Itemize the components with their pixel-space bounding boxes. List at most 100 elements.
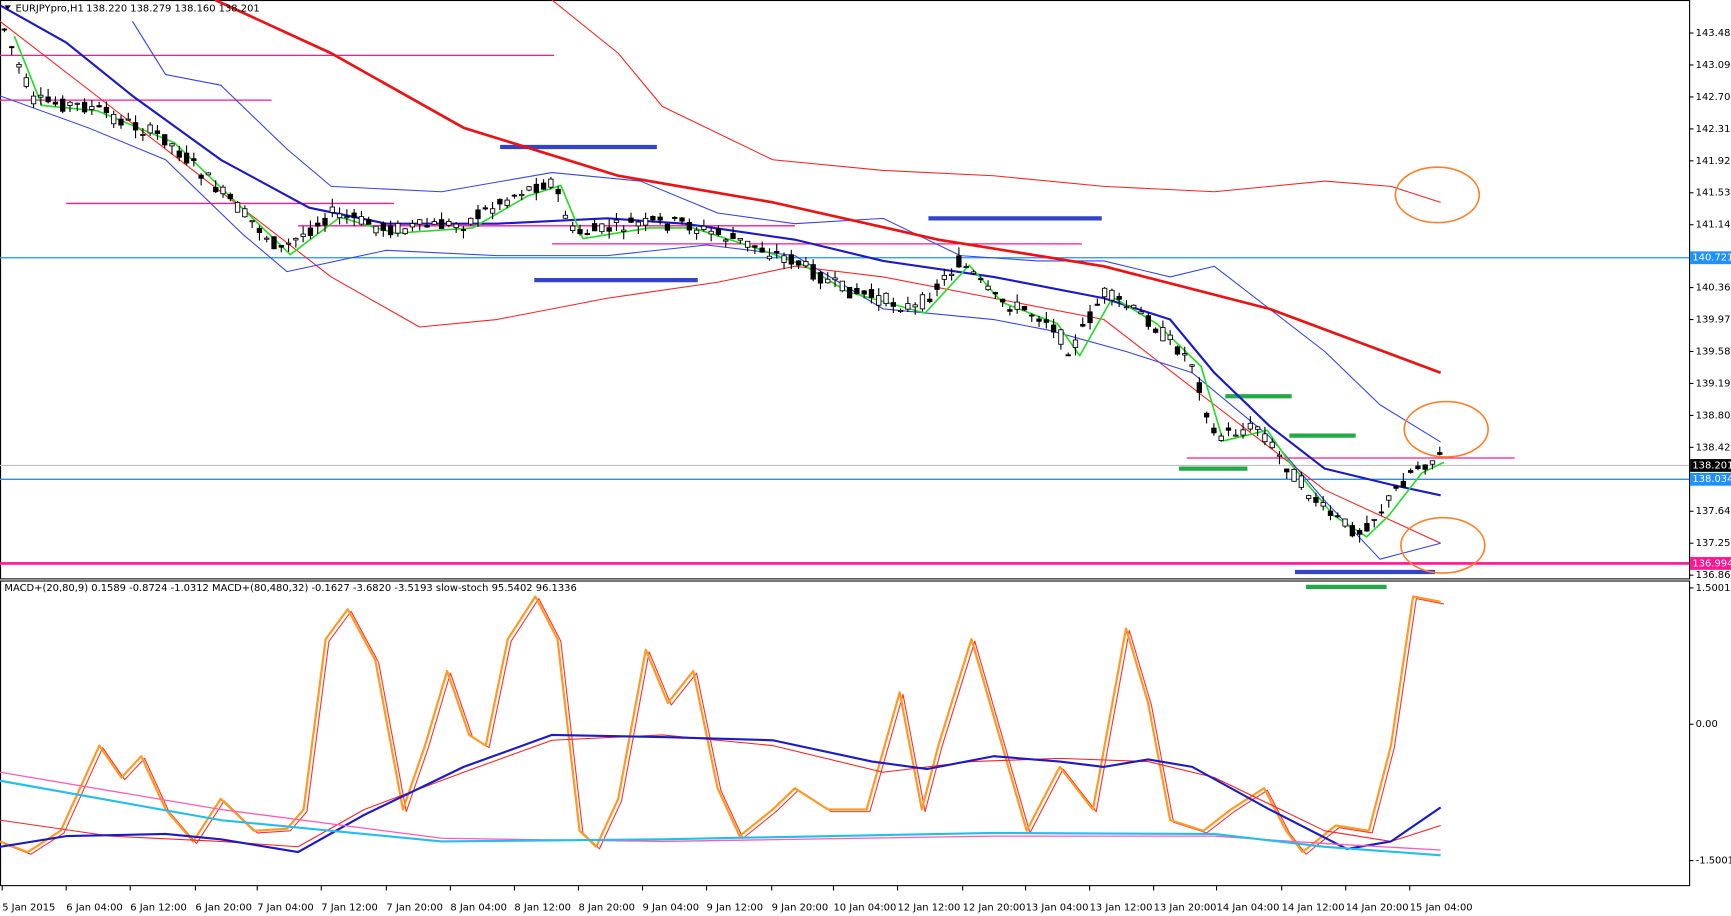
candle-body xyxy=(424,225,430,228)
candle-body xyxy=(642,217,649,226)
candle-body xyxy=(664,223,671,231)
candle-body xyxy=(293,237,299,241)
candle-body xyxy=(453,223,459,229)
time-label: 9 Jan 04:00 xyxy=(643,903,700,914)
candle-body xyxy=(1400,480,1406,488)
symbol: EURJPYpro,H1 xyxy=(15,4,83,15)
blue-band-lower xyxy=(0,95,1441,560)
candle-body xyxy=(876,295,882,306)
candle-body xyxy=(956,255,962,268)
price-label: 141.530 xyxy=(1696,188,1731,199)
candle-body xyxy=(1014,301,1020,310)
candle-body xyxy=(176,150,182,158)
candle-body xyxy=(118,118,124,126)
candle-body xyxy=(30,95,37,105)
candle-body xyxy=(45,96,51,103)
highlight-circle xyxy=(1403,400,1489,458)
candle-body xyxy=(417,219,423,225)
candle-body xyxy=(1043,319,1049,323)
candle-body xyxy=(701,225,707,230)
candle-body xyxy=(817,272,824,284)
candle-body xyxy=(1196,382,1202,393)
time-label: 6 Jan 12:00 xyxy=(130,903,187,914)
candle-body xyxy=(919,294,926,310)
candle-body xyxy=(526,186,532,191)
candle-body xyxy=(555,188,561,195)
candle-body xyxy=(183,152,190,164)
candle-body xyxy=(511,194,518,197)
price-label: 143.480 xyxy=(1696,28,1731,39)
candle-body xyxy=(1305,495,1312,499)
candle-body xyxy=(489,208,496,214)
candle-body xyxy=(220,186,226,195)
price-label: 138.800 xyxy=(1696,410,1731,421)
candle-body xyxy=(540,182,547,190)
candle-body xyxy=(1145,315,1151,327)
candle-body xyxy=(52,101,59,105)
candle-body xyxy=(140,134,146,136)
price-tag xyxy=(1690,472,1731,486)
candle-body xyxy=(795,260,802,266)
candle-body xyxy=(628,217,634,223)
candle-body xyxy=(744,240,751,248)
candle-body xyxy=(169,143,175,147)
candle-body xyxy=(89,106,95,110)
candle-body xyxy=(577,229,583,235)
candle-body xyxy=(285,242,292,245)
candle-body xyxy=(985,285,991,291)
candle-body xyxy=(715,228,722,235)
candle-body xyxy=(1364,523,1370,532)
time-label: 14 Jan 12:00 xyxy=(1282,903,1345,914)
time-label: 13 Jan 20:00 xyxy=(1154,903,1217,914)
candle-body xyxy=(147,124,153,134)
indicator-frame xyxy=(0,580,1691,887)
candle-body xyxy=(1429,460,1436,465)
menu-arrow[interactable] xyxy=(4,5,12,10)
candle-body xyxy=(1160,327,1166,342)
candle-body xyxy=(781,255,787,263)
candle-body xyxy=(1407,470,1414,473)
candle-body xyxy=(38,94,44,98)
candle-body xyxy=(1378,511,1385,514)
price-tag-label: 140.721 xyxy=(1692,253,1731,264)
candle-body xyxy=(686,222,692,231)
candle-body xyxy=(322,217,328,226)
indicator-label: 0.00 xyxy=(1696,719,1718,730)
candle-body xyxy=(1072,339,1079,348)
time-label: 12 Jan 12:00 xyxy=(898,903,961,914)
candle-body xyxy=(963,266,969,269)
time-label: 12 Jan 20:00 xyxy=(963,903,1026,914)
price-label: 140.360 xyxy=(1696,283,1731,294)
price-tag-label: 138.034 xyxy=(1692,474,1731,485)
candle-body xyxy=(227,193,233,200)
price-label: 141.920 xyxy=(1696,156,1731,167)
candle-body xyxy=(679,217,685,222)
candle-body xyxy=(468,217,474,225)
time-label: 15 Jan 04:00 xyxy=(1410,903,1473,914)
candle-body xyxy=(9,46,15,49)
candle-body xyxy=(693,229,700,234)
candle-body xyxy=(111,113,117,125)
candle-body xyxy=(890,302,896,307)
candle-body xyxy=(1101,287,1108,298)
candle-body xyxy=(366,218,372,225)
time-label: 14 Jan 04:00 xyxy=(1217,903,1280,914)
candle-body xyxy=(1087,311,1093,324)
price-label: 137.250 xyxy=(1696,538,1731,549)
candle-body xyxy=(861,290,867,295)
long-macd-signal xyxy=(0,771,1441,851)
candle-body xyxy=(103,106,110,114)
candle-body xyxy=(1393,485,1399,489)
candle-body xyxy=(475,209,481,220)
candle-body xyxy=(1131,304,1137,309)
candle-body xyxy=(60,98,66,112)
price-label: 139.190 xyxy=(1696,379,1731,390)
candle-body xyxy=(1254,426,1261,430)
band-upper xyxy=(551,0,1441,203)
time-label: 6 Jan 20:00 xyxy=(195,903,252,914)
price-tag-label: 138.201 xyxy=(1692,461,1731,472)
candle-body xyxy=(570,225,576,232)
candle-body xyxy=(395,222,401,234)
candle-body xyxy=(1349,525,1355,537)
candle-body xyxy=(482,207,488,210)
